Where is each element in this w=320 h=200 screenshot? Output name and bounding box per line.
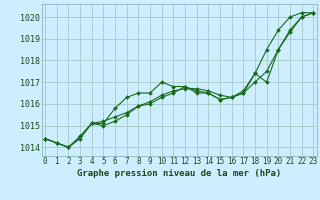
X-axis label: Graphe pression niveau de la mer (hPa): Graphe pression niveau de la mer (hPa) — [77, 169, 281, 178]
